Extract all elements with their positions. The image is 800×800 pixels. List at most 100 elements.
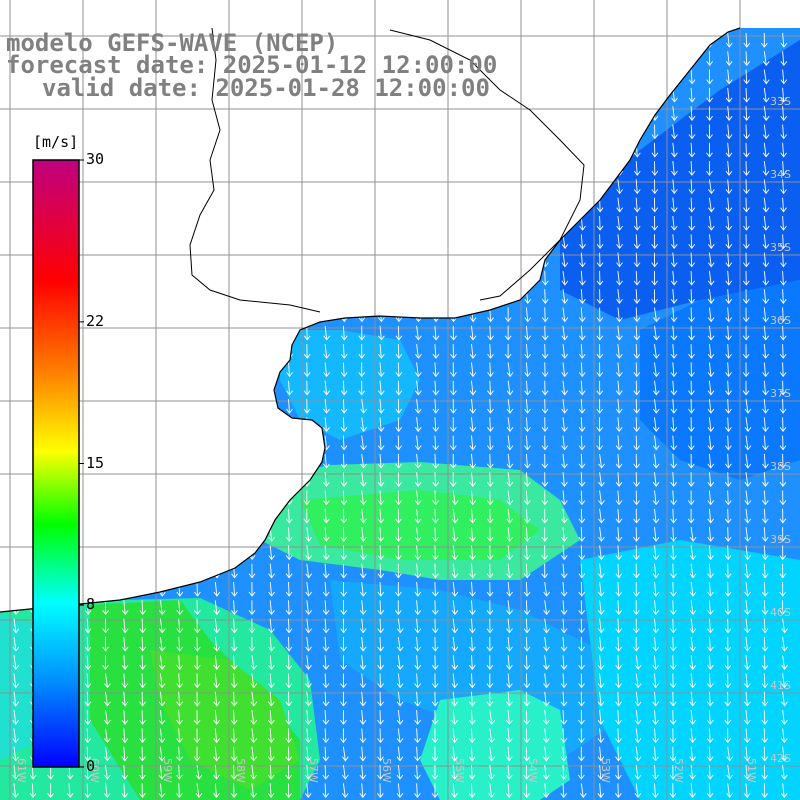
wind-arrow bbox=[617, 563, 620, 578]
wind-arrow bbox=[342, 417, 345, 432]
wind-arrowhead bbox=[140, 262, 147, 268]
wind-arrow bbox=[86, 636, 89, 651]
wind-arrow bbox=[562, 453, 565, 468]
wind-arrowhead bbox=[688, 262, 696, 268]
wind-arrow bbox=[288, 417, 290, 432]
wind-arrowhead bbox=[231, 372, 239, 378]
wind-arrowhead bbox=[230, 719, 238, 725]
wind-arrowhead bbox=[616, 189, 624, 195]
wind-arrowhead bbox=[469, 646, 476, 652]
wind-arrow bbox=[507, 691, 510, 706]
wind-arrow bbox=[763, 161, 767, 176]
wind-arrow bbox=[727, 435, 729, 450]
colorbar-tick-label: 30 bbox=[86, 150, 105, 168]
wind-arrowhead bbox=[120, 134, 128, 140]
wind-arrowhead bbox=[524, 262, 532, 268]
wind-arrowhead bbox=[358, 280, 366, 286]
wind-arrow bbox=[599, 563, 602, 578]
wind-arrow bbox=[672, 106, 675, 121]
wind-arrowhead bbox=[322, 756, 330, 762]
wind-arrowhead bbox=[286, 445, 293, 451]
wind-arrow bbox=[708, 270, 712, 285]
wind-arrowhead bbox=[305, 664, 312, 670]
wind-arrow bbox=[708, 600, 711, 615]
wind-arrow bbox=[580, 87, 584, 102]
wind-arrow bbox=[489, 764, 493, 780]
wind-arrow bbox=[507, 618, 510, 633]
wind-arrowhead bbox=[66, 152, 73, 158]
wind-arrow bbox=[434, 508, 437, 523]
wind-arrowhead bbox=[176, 756, 183, 762]
wind-arrow bbox=[507, 746, 510, 761]
wind-arrow bbox=[233, 234, 236, 249]
wind-arrow bbox=[782, 636, 786, 651]
wind-arrowhead bbox=[414, 628, 422, 634]
wind-arrowhead bbox=[249, 189, 257, 195]
wind-arrow bbox=[379, 636, 382, 651]
wind-arrowhead bbox=[779, 591, 787, 597]
wind-arrowhead bbox=[139, 518, 147, 524]
wind-arrowhead bbox=[506, 372, 514, 378]
wind-arrow bbox=[397, 106, 400, 121]
wind-arrowhead bbox=[524, 427, 531, 433]
wind-arrowhead bbox=[395, 518, 402, 524]
wind-arrow bbox=[13, 636, 17, 651]
wind-arrowhead bbox=[725, 427, 732, 433]
wind-arrow bbox=[745, 618, 748, 633]
wind-arrow bbox=[525, 398, 528, 414]
wind-arrowhead bbox=[84, 536, 92, 542]
wind-arrowhead bbox=[376, 42, 384, 48]
wind-arrowhead bbox=[323, 189, 331, 195]
wind-arrowhead bbox=[194, 408, 202, 414]
wind-arrow bbox=[599, 87, 601, 102]
wind-arrowhead bbox=[762, 189, 770, 195]
wind-arrow bbox=[763, 728, 766, 743]
wind-arrow bbox=[324, 655, 327, 670]
wind-arrowhead bbox=[176, 683, 184, 689]
wind-arrowhead bbox=[395, 244, 403, 250]
wind-arrowhead bbox=[560, 719, 568, 725]
wind-arrowhead bbox=[341, 207, 348, 213]
longitude-label: 55W bbox=[453, 758, 466, 783]
wind-arrowhead bbox=[761, 536, 769, 542]
wind-arrowhead bbox=[707, 225, 715, 231]
wind-arrowhead bbox=[543, 591, 551, 597]
wind-arrowhead bbox=[268, 335, 276, 341]
wind-arrowhead bbox=[139, 719, 146, 725]
wind-arrowhead bbox=[542, 756, 550, 762]
wind-arrow bbox=[544, 307, 546, 322]
wind-arrow bbox=[782, 691, 785, 706]
wind-arrowhead bbox=[487, 225, 495, 231]
wind-arrowhead bbox=[193, 719, 201, 725]
wind-arrowhead bbox=[378, 115, 386, 121]
wind-arrow bbox=[562, 545, 565, 560]
wind-arrowhead bbox=[102, 610, 110, 616]
wind-arrowhead bbox=[103, 189, 110, 195]
wind-arrow bbox=[361, 710, 364, 725]
wind-arrowhead bbox=[779, 518, 787, 524]
wind-arrow bbox=[654, 51, 656, 66]
wind-arrow bbox=[471, 398, 474, 414]
wind-arrowhead bbox=[286, 335, 294, 341]
wind-arrow bbox=[105, 307, 107, 322]
wind-arrowhead bbox=[395, 207, 403, 213]
wind-arrowhead bbox=[11, 97, 19, 103]
wind-arrowhead bbox=[120, 170, 128, 176]
wind-arrowhead bbox=[543, 719, 550, 725]
wind-arrowhead bbox=[561, 280, 569, 286]
wind-arrow bbox=[489, 344, 492, 359]
wind-arrowhead bbox=[689, 719, 697, 725]
wind-arrow bbox=[159, 691, 163, 706]
wind-arrow bbox=[324, 270, 328, 285]
wind-arrowhead bbox=[360, 408, 368, 414]
wind-arrowhead bbox=[468, 793, 476, 799]
wind-arrowhead bbox=[340, 719, 347, 725]
wind-arrowhead bbox=[431, 664, 439, 670]
wind-arrow bbox=[745, 655, 748, 670]
wind-arrow bbox=[288, 344, 291, 359]
wind-arrow bbox=[727, 252, 730, 267]
wind-arrow bbox=[544, 636, 547, 651]
wind-arrow bbox=[141, 106, 145, 121]
wind-arrow bbox=[599, 453, 603, 468]
wind-arrowhead bbox=[707, 555, 714, 561]
